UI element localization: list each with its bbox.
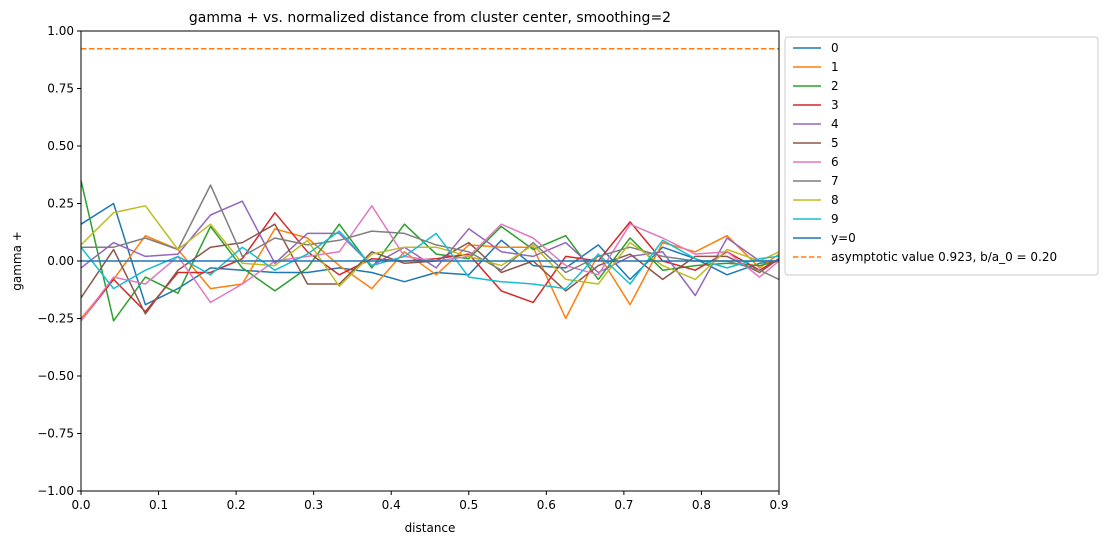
x-tick-label: 0.3: [304, 498, 323, 512]
legend-label: 2: [831, 79, 839, 93]
x-tick-label: 0.4: [382, 498, 401, 512]
y-tick-label: 1.00: [47, 24, 74, 38]
x-axis-label: distance: [405, 521, 456, 535]
x-tick-label: 0.7: [614, 498, 633, 512]
series-line-9: [81, 230, 779, 290]
legend-label: 1: [831, 60, 839, 74]
x-axis: 0.0 0.1 0.2 0.3 0.4 0.5 0.6 0.7 0.8 0.9: [71, 491, 789, 512]
y-tick-label: 0.00: [47, 254, 74, 268]
x-tick-label: 0.8: [692, 498, 711, 512]
y-axis: −1.00 −0.75 −0.50 −0.25 0.00 0.25 0.50 0.75 1.00: [37, 24, 81, 498]
legend-label: 7: [831, 174, 839, 188]
series-line-4: [81, 200, 779, 297]
series-line-8: [81, 205, 779, 288]
legend-label: y=0: [831, 231, 856, 245]
y-tick-label: −0.75: [37, 427, 74, 441]
legend-label: 6: [831, 155, 839, 169]
y-tick-label: 0.75: [47, 82, 74, 96]
x-tick-label: 0.6: [537, 498, 556, 512]
x-tick-label: 0.5: [459, 498, 478, 512]
legend-label: asymptotic value 0.923, b/a_0 = 0.20: [831, 250, 1057, 264]
x-tick-label: 0.1: [149, 498, 168, 512]
legend-label: 0: [831, 41, 839, 55]
y-tick-label: 0.25: [47, 197, 74, 211]
series-line-7: [81, 184, 779, 281]
legend-box: [784, 36, 1099, 276]
x-tick-label: 0.9: [769, 498, 788, 512]
chart-title: gamma + vs. normalized distance from clu…: [189, 10, 671, 26]
x-tick-label: 0.0: [71, 498, 90, 512]
y-axis-label: gamma +: [10, 231, 24, 291]
series-line-3: [81, 211, 779, 322]
y-tick-label: −1.00: [37, 484, 74, 498]
legend-label: 3: [831, 98, 839, 112]
legend-label: 9: [831, 212, 839, 226]
y-tick-label: −0.25: [37, 312, 74, 326]
y-tick-label: 0.50: [47, 139, 74, 153]
series-line-0: [81, 202, 779, 306]
y-tick-label: −0.50: [37, 369, 74, 383]
series-line-2: [81, 180, 779, 322]
legend-label: 4: [831, 117, 839, 131]
legend-label: 5: [831, 136, 839, 150]
legend: 0 1 2 3 4 5 6 7 8 9 y=0 asymptotic value 0.923, b/a…: [784, 36, 1099, 276]
x-tick-label: 0.2: [227, 498, 246, 512]
legend-label: 8: [831, 193, 839, 207]
plot-lines: [81, 47, 779, 322]
